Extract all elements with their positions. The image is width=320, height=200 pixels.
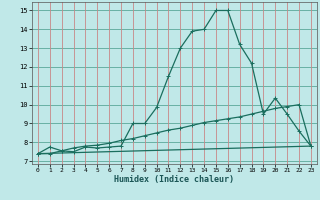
X-axis label: Humidex (Indice chaleur): Humidex (Indice chaleur)	[115, 175, 234, 184]
